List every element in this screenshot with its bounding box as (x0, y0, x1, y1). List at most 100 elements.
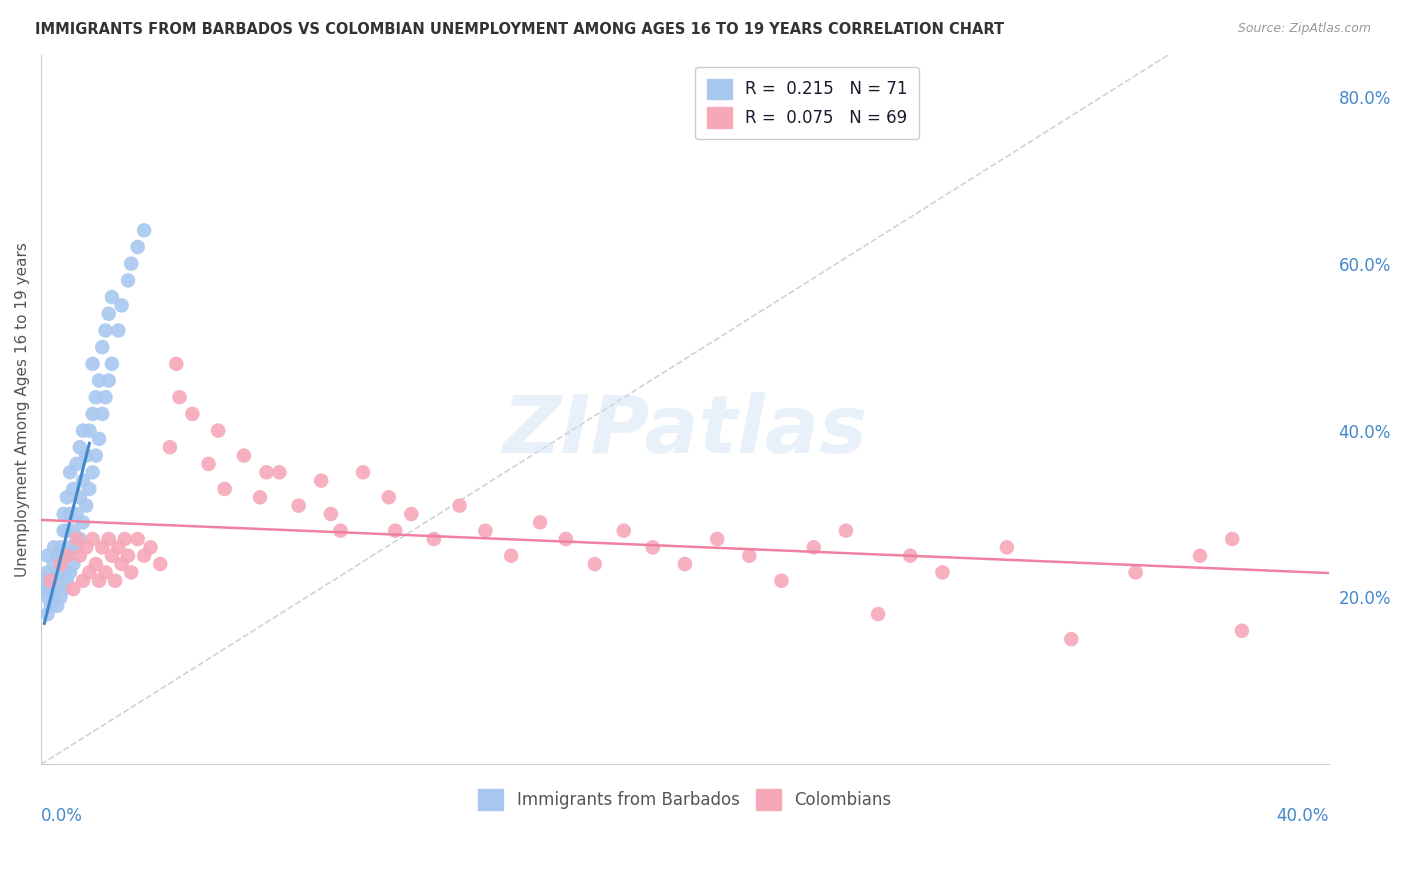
Point (613, 524, 636, 538)
Point (127, 240, 149, 254)
Point (149, 557, 172, 571)
Point (82, 407, 104, 421)
Point (75, 449, 97, 463)
Y-axis label: Unemployment Among Ages 16 to 19 years: Unemployment Among Ages 16 to 19 years (15, 243, 30, 577)
Point (82, 465, 104, 479)
Point (1060, 632, 1083, 647)
Point (62, 524, 84, 538)
Point (75, 541, 97, 555)
Text: ZIPatlas: ZIPatlas (502, 392, 868, 470)
Point (82, 532, 104, 546)
Point (401, 507, 423, 521)
Point (159, 440, 181, 454)
Point (46, 582, 69, 596)
Point (72, 474, 94, 488)
Point (1125, 566, 1147, 580)
Point (69, 440, 91, 454)
Point (91, 407, 114, 421)
Point (931, 566, 953, 580)
Point (46, 599, 69, 613)
Point (207, 424, 229, 438)
Point (91, 541, 114, 555)
Point (39, 599, 62, 613)
Point (56, 574, 79, 588)
Point (59, 541, 82, 555)
Point (65, 541, 87, 555)
Point (37, 607, 59, 621)
Point (72, 574, 94, 588)
Point (65, 507, 87, 521)
Point (59, 566, 82, 580)
Point (65, 532, 87, 546)
Point (378, 491, 401, 505)
Point (120, 566, 142, 580)
Point (107, 323, 129, 337)
Point (501, 549, 523, 563)
Point (46, 566, 69, 580)
Legend: Immigrants from Barbados, Colombians: Immigrants from Barbados, Colombians (471, 782, 898, 816)
Point (34, 574, 56, 588)
Point (46, 549, 69, 563)
Point (114, 532, 136, 546)
Point (641, 541, 664, 555)
Point (65, 457, 87, 471)
Point (72, 424, 94, 438)
Point (127, 532, 149, 546)
Point (52, 549, 75, 563)
Point (423, 532, 446, 546)
Point (165, 357, 187, 371)
Point (69, 532, 91, 546)
Point (898, 549, 921, 563)
Point (97, 532, 120, 546)
Point (56, 549, 79, 563)
Point (79, 566, 101, 580)
Point (554, 532, 576, 546)
Point (94, 323, 117, 337)
Point (583, 557, 606, 571)
Point (995, 541, 1018, 555)
Point (37, 566, 59, 580)
Point (232, 449, 254, 463)
Point (69, 491, 91, 505)
Point (84, 390, 107, 404)
Point (37, 591, 59, 605)
Point (91, 340, 114, 354)
Point (56, 549, 79, 563)
Point (49, 574, 72, 588)
Point (117, 273, 139, 287)
Point (52, 507, 75, 521)
Point (59, 465, 82, 479)
Text: IMMIGRANTS FROM BARBADOS VS COLOMBIAN UNEMPLOYMENT AMONG AGES 16 TO 19 YEARS COR: IMMIGRANTS FROM BARBADOS VS COLOMBIAN UN… (35, 22, 1004, 37)
Point (79, 424, 101, 438)
Point (52, 582, 75, 596)
Point (529, 516, 551, 530)
Point (352, 465, 374, 479)
Text: 40.0%: 40.0% (1277, 807, 1329, 825)
Text: Source: ZipAtlas.com: Source: ZipAtlas.com (1237, 22, 1371, 36)
Point (49, 557, 72, 571)
Point (49, 557, 72, 571)
Point (87, 574, 110, 588)
Point (52, 566, 75, 580)
Point (82, 357, 104, 371)
Point (39, 574, 62, 588)
Point (87, 374, 110, 388)
Point (84, 557, 107, 571)
Point (169, 390, 191, 404)
Point (97, 307, 120, 321)
Point (62, 582, 84, 596)
Point (110, 557, 132, 571)
Point (214, 482, 236, 496)
Point (49, 591, 72, 605)
Point (120, 257, 142, 271)
Point (269, 465, 291, 479)
Point (117, 549, 139, 563)
Point (42, 574, 65, 588)
Point (87, 432, 110, 446)
Point (1230, 624, 1253, 638)
Point (52, 524, 75, 538)
Point (62, 482, 84, 496)
Point (37, 549, 59, 563)
Point (75, 499, 97, 513)
Point (101, 357, 124, 371)
